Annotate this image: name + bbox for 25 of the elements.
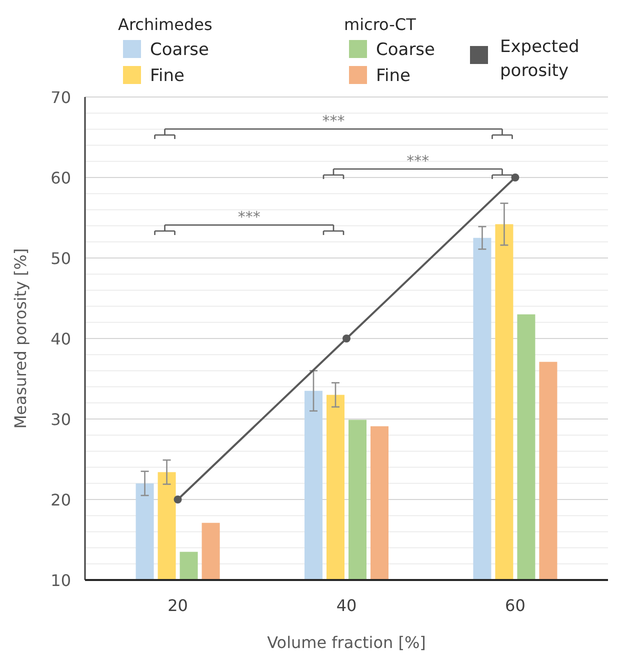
point bbox=[174, 496, 182, 504]
legend-label: Coarse bbox=[150, 40, 209, 60]
legend-label: Fine bbox=[376, 66, 410, 86]
point bbox=[342, 334, 350, 342]
point bbox=[511, 174, 520, 182]
y-tick-label: 10 bbox=[50, 571, 71, 590]
y-tick-label: 60 bbox=[50, 168, 71, 188]
annotation: *** bbox=[322, 112, 346, 130]
x-axis-title: Volume fraction [%] bbox=[267, 633, 426, 652]
annotation: *** bbox=[406, 152, 430, 170]
y-tick-label: 50 bbox=[50, 249, 71, 268]
legend-label: Expected porosity bbox=[500, 37, 580, 81]
x-tick-label: 40 bbox=[336, 596, 357, 615]
annotation: *** bbox=[238, 208, 261, 226]
y-tick-label: 20 bbox=[50, 490, 71, 510]
x-tick-label: 20 bbox=[168, 596, 188, 615]
y-tick-label: 70 bbox=[50, 88, 71, 107]
text: Archimedes bbox=[118, 15, 212, 34]
y-tick-label: 30 bbox=[50, 410, 71, 429]
legend-label: Coarse bbox=[376, 40, 435, 60]
text: micro-CT bbox=[344, 15, 416, 34]
legend-label: Fine bbox=[150, 66, 184, 86]
y-tick-label: 40 bbox=[50, 330, 71, 348]
x-tick-label: 60 bbox=[505, 596, 526, 615]
y-axis-title: Measured porosity [%] bbox=[11, 248, 30, 429]
